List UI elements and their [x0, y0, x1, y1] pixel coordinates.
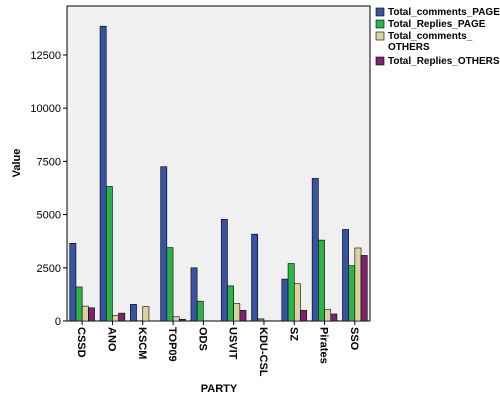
bar: [112, 315, 119, 322]
y-tick-label: 10000: [30, 103, 61, 115]
bar: [118, 312, 126, 322]
x-axis: CSSD ANO KSCM TOP09 ODS USVIT KDU-CSL SZ Pirates…: [75, 321, 360, 377]
legend-swatch: [375, 19, 385, 29]
legend-label: Total_Replies_OTHERS: [388, 56, 500, 67]
x-tick-label: TOP09: [166, 327, 178, 362]
legend-label: Total_comments_ OTHERS: [388, 31, 473, 53]
bar: [233, 303, 241, 322]
x-tick-label: CSSD: [75, 327, 87, 358]
bar: [105, 186, 113, 322]
bar: [257, 318, 265, 322]
bar: [330, 313, 338, 322]
bar: [287, 263, 295, 322]
y-tick-label: 0: [55, 316, 61, 328]
y-tick-label: 5000: [37, 210, 61, 222]
x-tick-label: Pirates: [318, 327, 330, 364]
bar: [348, 265, 356, 322]
x-tick-label: SZ: [287, 327, 299, 341]
bar: [251, 233, 259, 322]
x-tick-label: ODS: [196, 327, 208, 351]
bar: [130, 304, 137, 322]
x-tick-label: KSCM: [136, 327, 148, 359]
x-tick-label: KDU-CSL: [257, 327, 269, 377]
legend-swatch: [375, 56, 385, 66]
y-tick-label: 12500: [30, 50, 61, 62]
legend: Total_comments_PAGETotal_Replies_PAGETot…: [375, 7, 500, 67]
bar: [69, 243, 77, 322]
y-tick-label: 2500: [37, 263, 61, 275]
bars-group: [69, 25, 368, 322]
bar: [88, 307, 95, 322]
bar: [311, 178, 319, 322]
x-tick-label: ANO: [105, 327, 117, 352]
legend-swatch: [375, 7, 385, 17]
bar: [99, 25, 107, 322]
y-axis-title: Value: [11, 149, 23, 178]
bar: [360, 255, 368, 322]
y-tick-label: 7500: [37, 156, 61, 168]
bar: [293, 283, 301, 322]
bar: [324, 309, 332, 322]
bar: [178, 318, 186, 322]
bar: [172, 316, 180, 322]
legend-swatch: [375, 31, 385, 41]
bar: [142, 306, 150, 322]
y-axis: 0 2500 5000 7500 10000 12500: [30, 50, 67, 328]
bar: [281, 278, 289, 322]
bar: [227, 285, 234, 322]
bar: [160, 166, 168, 322]
bar: [300, 310, 307, 322]
bar: [239, 310, 247, 322]
bar: [220, 218, 228, 322]
bar: [196, 300, 204, 322]
legend-label: Total_comments_PAGE: [388, 7, 500, 18]
bar: [342, 229, 349, 322]
bar: [81, 305, 89, 322]
bar: [318, 239, 325, 322]
bar: [166, 247, 174, 322]
x-tick-label: USVIT: [227, 327, 239, 360]
x-axis-title: PARTY: [201, 383, 238, 395]
legend-label: Total_Replies_PAGE: [388, 19, 486, 30]
x-tick-label: SSO: [348, 327, 360, 351]
bar: [75, 286, 83, 322]
bar: [190, 267, 198, 322]
bar: [354, 247, 362, 322]
